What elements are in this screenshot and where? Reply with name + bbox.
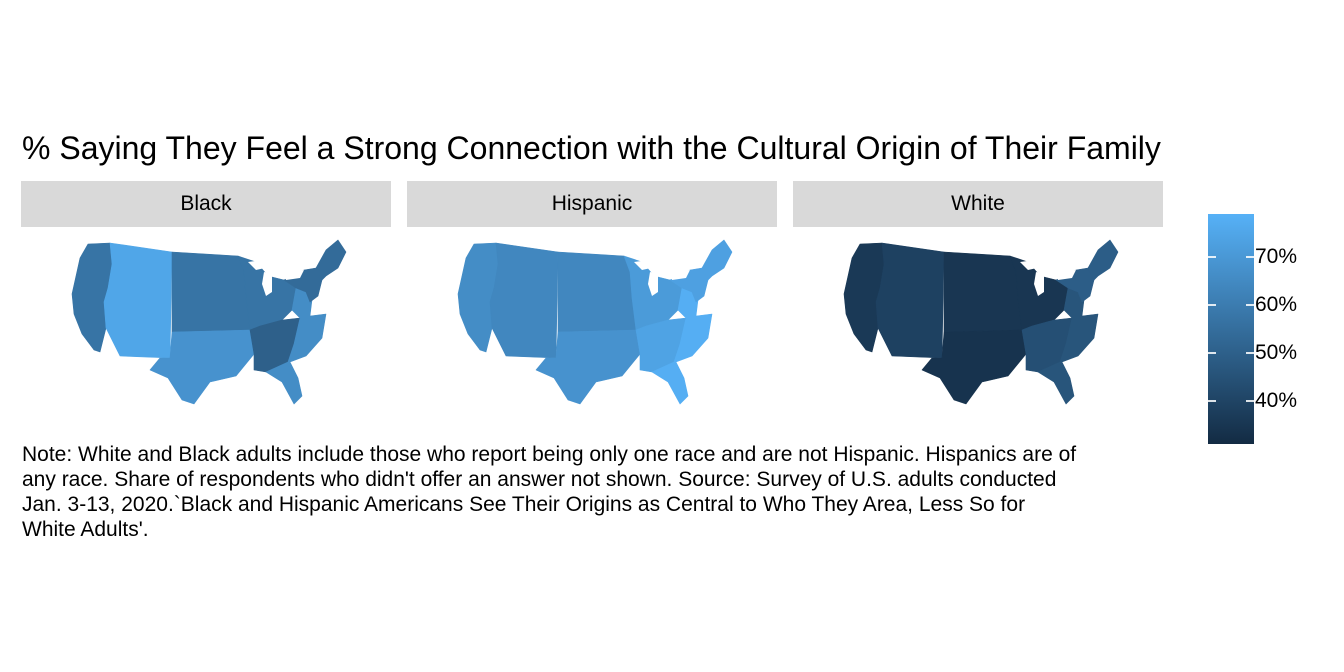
legend-tick-label: 70% — [1255, 245, 1298, 269]
legend-colorbar — [1208, 214, 1254, 444]
region-white-new-england — [1087, 239, 1119, 281]
map-hispanic — [446, 236, 736, 411]
chart-note: Note: White and Black adults include tho… — [22, 443, 1077, 541]
legend-tick-label: 50% — [1255, 340, 1298, 364]
legend-tick-label: 40% — [1255, 388, 1298, 412]
region-white-mountain — [875, 242, 945, 359]
great-lake-2 — [262, 272, 272, 296]
great-lake-3 — [284, 270, 304, 280]
region-black-west-north-central — [171, 251, 251, 333]
region-white-west-north-central — [943, 251, 1023, 333]
region-hispanic-mountain — [489, 242, 559, 359]
great-lake-2 — [1034, 272, 1044, 296]
great-lake-1 — [1020, 258, 1048, 270]
great-lake-3 — [670, 270, 690, 280]
legend-tick-label: 60% — [1255, 293, 1298, 317]
map-black — [60, 236, 350, 411]
chart-title: % Saying They Feel a Strong Connection w… — [22, 130, 1161, 166]
region-hispanic-west-north-central — [557, 251, 637, 333]
great-lake-2 — [648, 272, 658, 296]
region-hispanic-new-england — [701, 239, 733, 281]
facet-strip-hispanic: Hispanic — [407, 181, 777, 227]
facet-strip-black: Black — [21, 181, 391, 227]
great-lake-1 — [634, 258, 662, 270]
great-lake-3 — [1056, 270, 1076, 280]
map-white — [832, 236, 1122, 411]
facet-strip-white: White — [793, 181, 1163, 227]
region-black-new-england — [315, 239, 347, 281]
great-lake-1 — [248, 258, 276, 270]
region-black-mountain — [103, 242, 173, 359]
